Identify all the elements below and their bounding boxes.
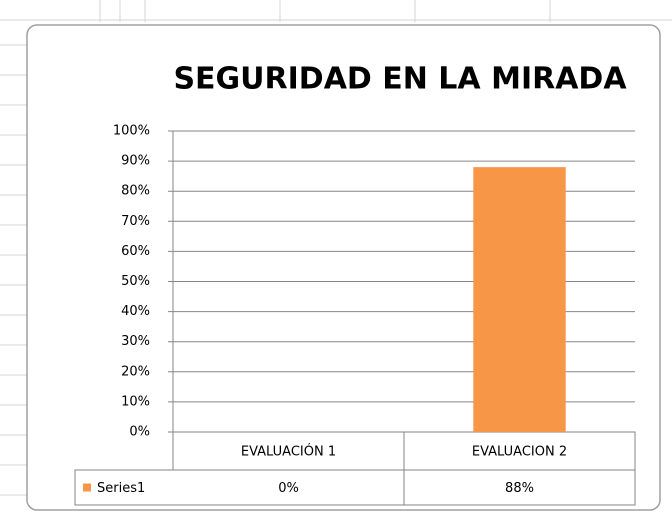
y-tick-label: 30% xyxy=(121,334,150,349)
legend-key xyxy=(83,483,91,492)
y-tick-label: 100% xyxy=(113,124,150,139)
table-value: 0% xyxy=(278,481,299,496)
y-tick-label: 20% xyxy=(121,364,150,379)
x-tick-label: EVALUACIÓN 1 xyxy=(241,444,336,460)
y-tick-label: 0% xyxy=(129,425,150,440)
y-tick-label: 10% xyxy=(121,394,150,409)
bar xyxy=(473,167,566,432)
chart-title: SEGURIDAD EN LA MIRADA xyxy=(173,62,627,97)
y-tick-label: 80% xyxy=(121,184,150,199)
x-tick-label: EVALUACION 2 xyxy=(472,445,567,460)
table-row xyxy=(74,469,636,506)
legend-label: Series1 xyxy=(97,481,145,496)
y-tick-label: 60% xyxy=(121,244,150,259)
y-tick-label: 70% xyxy=(121,214,150,229)
table-value: 88% xyxy=(505,481,534,496)
y-tick-label: 50% xyxy=(121,274,150,289)
y-tick-label: 40% xyxy=(121,304,150,319)
y-tick-label: 90% xyxy=(121,154,150,169)
sheet-grid xyxy=(0,0,672,496)
